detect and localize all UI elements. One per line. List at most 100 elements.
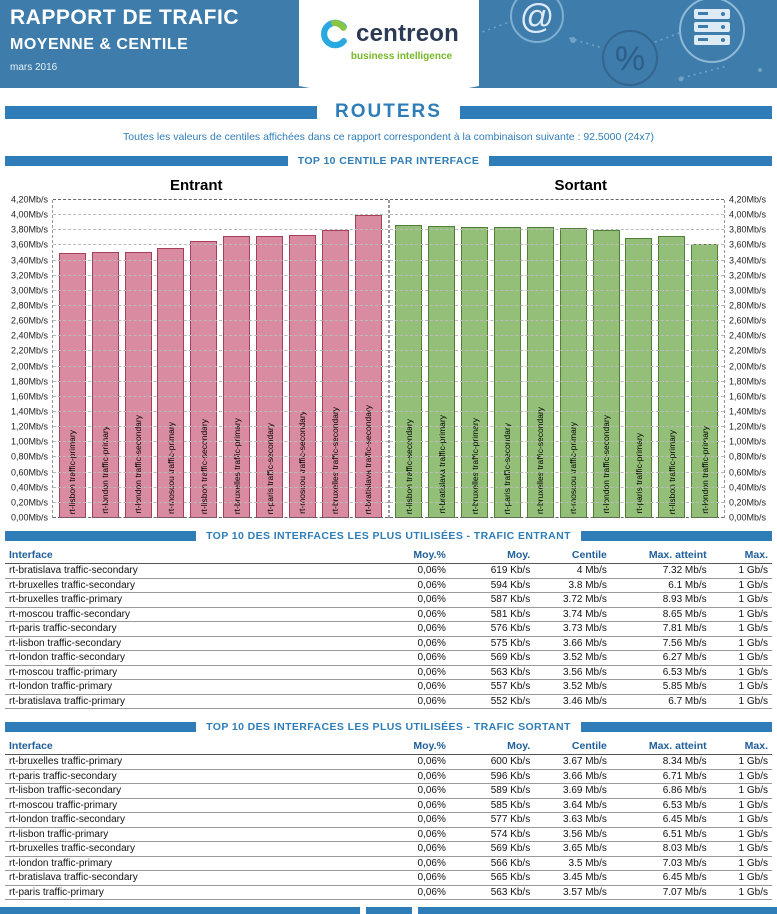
column-header: Max. atteint [610,547,711,564]
table-cell: 0,06% [373,885,450,900]
bar: rt-london traffic-secondary [124,251,152,518]
logo-banner: centreon business intelligence [298,0,479,86]
table-cell: 3.67 Mb/s [534,754,611,770]
table-cell: 1 Gb/s [710,841,772,857]
table-cell: 1 Gb/s [710,650,772,666]
gridline [53,335,388,337]
table-cell: 3.46 Mb/s [534,694,611,709]
gridline [389,259,724,261]
y-axis-tick: 3,00Mb/s [729,285,767,296]
gridline [389,199,724,200]
table-cell: 594 Kb/s [449,578,535,593]
y-axis-tick: 4,20Mb/s [729,194,767,205]
table-cell: 0,06% [373,769,450,784]
bar: rt-lisbon traffic-primary [658,236,686,518]
report-header: RAPPORT DE TRAFIC MOYENNE & CENTILE mars… [0,0,777,103]
gridline [389,320,724,322]
table-cell: 581 Kb/s [449,607,535,622]
gridline [53,380,388,382]
bar: rt-bratislava traffic-secondary [354,215,382,518]
gridline [53,486,388,488]
bar-label: rt-paris traffic-secondary [264,422,275,514]
table-cell: 7.56 Mb/s [610,636,711,651]
table-row: rt-london traffic-secondary 0,06% 569 Kb/s… [5,650,772,666]
table-cell: 3.69 Mb/s [534,783,611,799]
section-bar-left [5,531,197,541]
y-axis-tick: 3,20Mb/s [729,270,767,281]
table-row: rt-paris traffic-primary 0,06% 563 Kb/s 3.5… [5,885,772,900]
table-cell: rt-lisbon traffic-primary [5,827,374,842]
table-cell: 4 Mb/s [534,563,611,579]
bar-label: rt-lisbon traffic-secondary [198,418,209,514]
gridline [389,486,724,488]
y-axis-tick: 0,40Mb/s [729,482,767,493]
table-cell: 3.8 Mb/s [534,578,611,593]
y-axis-tick: 2,60Mb/s [729,315,767,326]
y-axis-tick: 2,80Mb/s [10,300,48,311]
table-cell: 0,06% [373,798,450,813]
column-header: Max. [710,547,772,564]
gridline [389,517,724,518]
table-cell: 589 Kb/s [449,783,535,799]
bar: rt-bruxelles traffic-secondary [526,227,554,518]
bar-label: rt-lisbon traffic-secondary [403,418,414,514]
y-axis-tick: 3,40Mb/s [729,255,767,266]
table-cell: rt-lisbon traffic-secondary [5,636,374,651]
y-axis-entrant: 0,00Mb/s 0,20Mb/s 0,40Mb/s 0,60Mb/s 0,80Mb/s… [4,195,52,522]
y-axis-tick: 1,40Mb/s [729,406,767,417]
column-header: Max. atteint [610,738,711,755]
bars-entrant: rt-lisbon traffic-primary rt-london traff… [53,200,388,518]
title-bar-right [459,105,772,119]
column-header: Interface [5,547,374,564]
table-cell: 3.52 Mb/s [534,650,611,666]
gridline [389,426,724,428]
gridline [53,259,388,261]
gridline [53,471,388,473]
gridline [53,214,388,216]
gridline [53,229,388,231]
chart-entrant: Entrant 0,00Mb/s 0,20Mb/s 0,40Mb/s 0,60Mb/s… [4,177,389,522]
table-cell: 8.34 Mb/s [610,754,711,770]
gridline [389,229,724,231]
table-cell: 1 Gb/s [710,592,772,608]
bar-label: rt-bruxelles traffic-primary [469,417,480,514]
centile-note: Toutes les valeurs de centiles affichées… [123,131,654,143]
table-cell: 3.52 Mb/s [534,679,611,695]
y-axis-tick: 0,60Mb/s [10,467,48,478]
table-cell: 0,06% [373,607,450,622]
y-axis-tick: 2,40Mb/s [729,330,767,341]
bar-label: rt-bratislava traffic-secondary [362,404,373,514]
y-axis-tick: 1,20Mb/s [729,421,767,432]
y-axis-tick: 0,20Mb/s [10,497,48,508]
table-row: rt-bruxelles traffic-secondary 0,06% 594 K… [5,578,772,593]
plot-area-sortant: rt-lisbon traffic-secondary rt-bratislava… [388,199,725,518]
y-axis-tick: 2,00Mb/s [729,361,767,372]
table-cell: 7.81 Mb/s [610,621,711,637]
bar: rt-london traffic-primary [91,251,119,518]
y-axis-tick: 1,00Mb/s [10,436,48,447]
deco-dots [570,37,762,82]
bar: rt-lisbon traffic-primary [58,253,86,518]
column-header: Moy. [449,547,535,564]
gridline [53,244,388,246]
table-cell: rt-london traffic-primary [5,856,374,871]
table-header-row: Interface Moy.% Moy. Centile Max. atteint Max… [5,738,772,755]
report-subtitle: MOYENNE & CENTILE [10,36,189,53]
logo-banner-tip [298,86,479,103]
logo-brand-text: centreon [356,20,459,47]
table-cell: rt-london traffic-primary [5,679,374,695]
table-header-row: Interface Moy.% Moy. Centile Max. atteint Max… [5,547,772,564]
report-date: mars 2016 [10,62,58,73]
bars-sortant: rt-lisbon traffic-secondary rt-bratislava… [390,200,725,518]
bar: rt-bruxelles traffic-secondary [321,230,349,518]
table-cell: 569 Kb/s [449,841,535,857]
y-axis-tick: 3,20Mb/s [10,270,48,281]
table-cell: 0,06% [373,621,450,637]
bar: rt-moscou traffic-primary [559,228,587,518]
section-bar-left [5,722,197,732]
bar-label: rt-london traffic-secondary [600,415,611,514]
gridline [389,214,724,216]
table-row: rt-london traffic-secondary 0,06% 577 Kb/s… [5,812,772,828]
table-cell: rt-bratislava traffic-primary [5,694,374,709]
